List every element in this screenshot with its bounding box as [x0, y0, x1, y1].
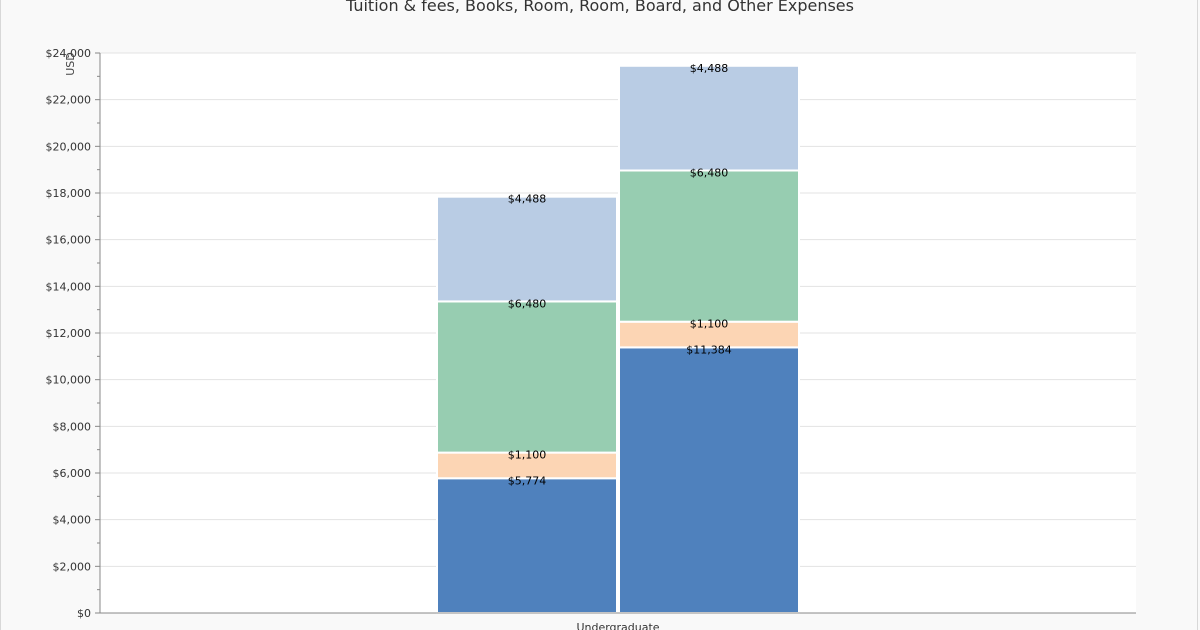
bars-group	[436, 64, 800, 615]
category-label-undergraduate: Undergraduate	[576, 621, 659, 630]
bar-segment	[436, 477, 618, 615]
y-tick-label: $16,000	[46, 234, 92, 247]
bar-segment	[618, 320, 800, 349]
y-tick-label: $12,000	[46, 327, 92, 340]
bar-segment	[436, 195, 618, 303]
data-label: $1,100	[690, 318, 729, 331]
bar-segment	[618, 169, 800, 323]
data-labels-group: $5,774 $1,100 $6,480 $4,488 $11,384 $1,100 $6,…	[508, 62, 732, 487]
y-tick-label: $2,000	[53, 560, 92, 573]
bar-segment	[436, 451, 618, 480]
bar-segment	[436, 300, 618, 454]
y-tick-label: $4,000	[53, 514, 92, 527]
y-tick-label: $20,000	[46, 140, 92, 153]
data-label: $4,488	[508, 193, 547, 206]
y-tick-label: $18,000	[46, 187, 92, 200]
y-ticks-group: $0 $2,000 $4,000 $6,000 $8,000 $10,000 $12,000…	[46, 47, 100, 620]
y-tick-label: $10,000	[46, 374, 92, 387]
y-tick-label: $6,000	[53, 467, 92, 480]
data-label: $11,384	[686, 343, 732, 356]
chart-title: Tuition & fees, Books, Room, Room, Board…	[346, 0, 854, 15]
data-label: $4,488	[690, 62, 729, 75]
data-label: $5,774	[508, 474, 547, 487]
y-axis-label: USD	[64, 52, 77, 76]
data-label: $6,480	[690, 167, 729, 180]
y-tick-label: $24,000	[46, 47, 92, 60]
data-label: $1,100	[508, 449, 547, 462]
y-tick-label: $0	[77, 607, 91, 620]
bar-segment	[618, 346, 800, 614]
y-tick-label: $14,000	[46, 280, 92, 293]
data-label: $6,480	[508, 297, 547, 310]
bar-segment	[618, 64, 800, 172]
y-tick-label: $8,000	[53, 420, 92, 433]
y-tick-label: $22,000	[46, 94, 92, 107]
